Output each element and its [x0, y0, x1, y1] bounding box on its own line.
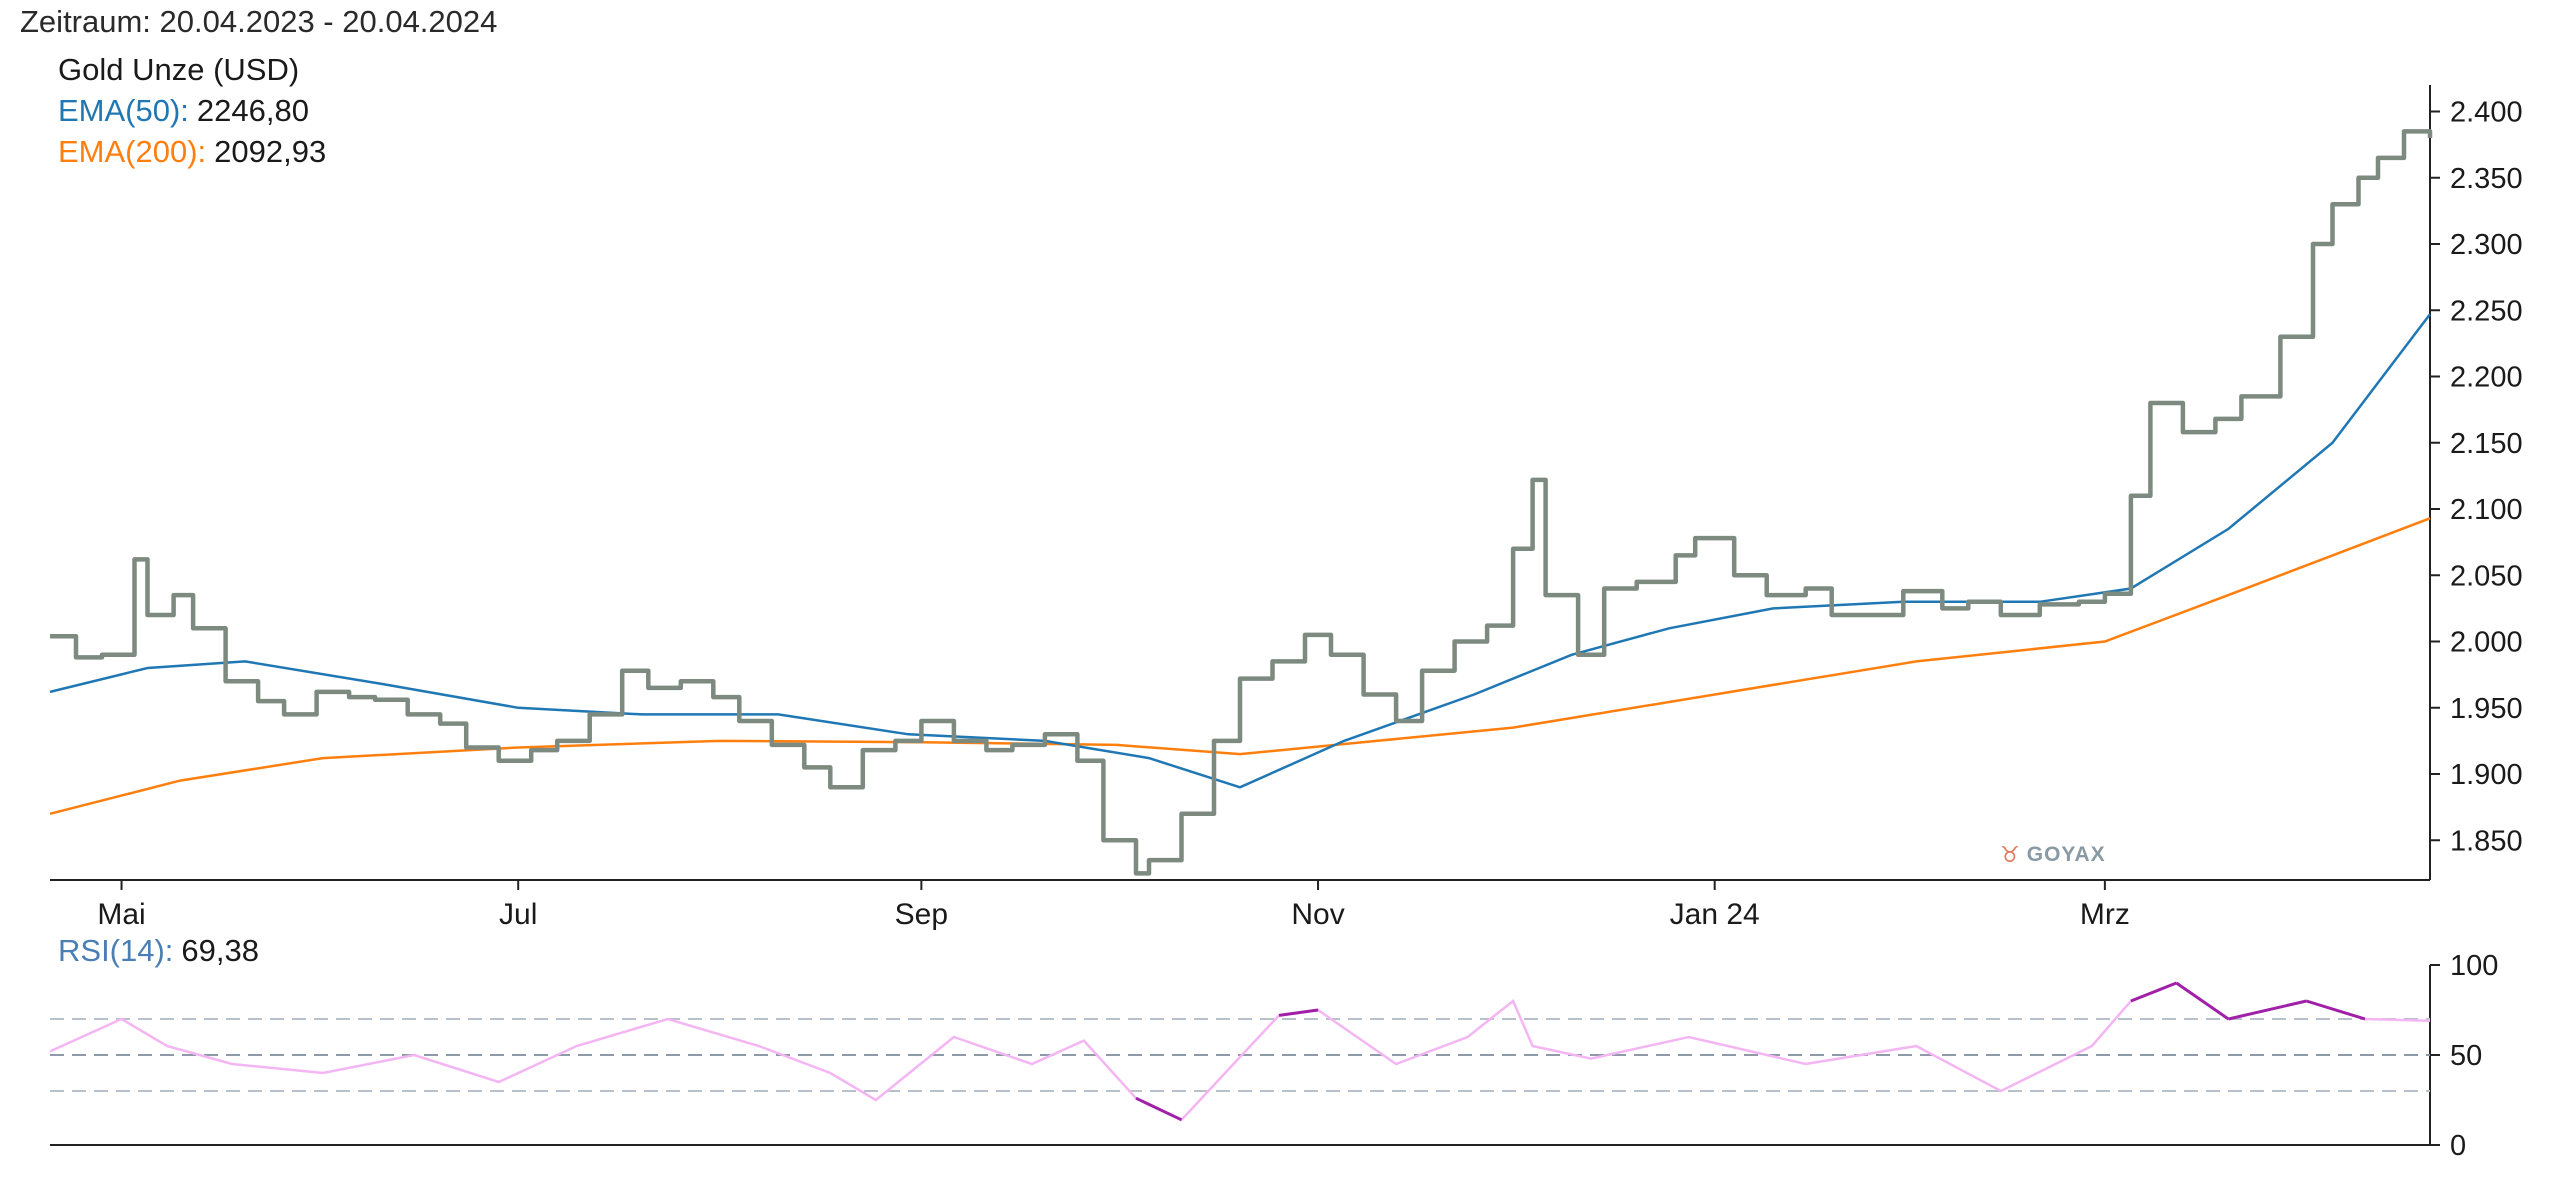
period-label: Zeitraum: 20.04.2023 - 20.04.2024	[20, 4, 498, 39]
legend-ema200: EMA(200): 2092,93	[58, 134, 326, 170]
ema200-series-line	[49, 517, 2431, 816]
x-tick-label: Mai	[97, 898, 145, 931]
ema50-label: EMA(50):	[58, 93, 189, 128]
y-tick-label: 1.850	[2450, 825, 2523, 857]
ema50-series-line	[49, 313, 2431, 789]
ema200-label: EMA(200):	[58, 134, 207, 169]
y-tick-label: 2.250	[2450, 295, 2523, 327]
ema50-value: 2246,80	[196, 93, 309, 128]
x-tick-label: Nov	[1291, 898, 1344, 931]
y-tick-label: 1.900	[2450, 759, 2523, 791]
x-tick-label: Mrz	[2080, 898, 2130, 931]
y-tick-label: 2.100	[2450, 494, 2523, 526]
rsi-extreme-segment	[1278, 1008, 1319, 1017]
rsi-extreme-segment	[1135, 1096, 1183, 1122]
x-tick-label: Jul	[499, 898, 537, 931]
legend-ema50: EMA(50): 2246,80	[58, 93, 309, 129]
y-tick-label: 2.300	[2450, 229, 2523, 261]
rsi-value: 69,38	[181, 933, 259, 968]
y-tick-label: 2.200	[2450, 362, 2523, 394]
y-tick-label: 2.400	[2450, 97, 2523, 129]
rsi-series-line	[49, 981, 2431, 1122]
rsi-label: RSI(14):	[58, 933, 174, 968]
y-tick-label: 1.950	[2450, 693, 2523, 725]
y-tick-label: 2.150	[2450, 428, 2523, 460]
instrument-label: Gold Unze (USD)	[58, 52, 300, 87]
y-tick-label: 2.050	[2450, 560, 2523, 592]
rsi-extreme-segment	[2306, 999, 2366, 1021]
legend-instrument: Gold Unze (USD)	[58, 52, 299, 88]
rsi-extreme-segment	[2130, 981, 2177, 1003]
y-tick-label: 2.000	[2450, 627, 2523, 659]
x-tick-label: Jan 24	[1670, 898, 1760, 931]
price-series-line	[50, 129, 2433, 876]
ema200-value: 2092,93	[214, 134, 327, 169]
y-tick-label: 2.350	[2450, 163, 2523, 195]
watermark-text: GOYAX	[2026, 843, 2106, 866]
legend-rsi: RSI(14): 69,38	[58, 933, 259, 969]
rsi-y-tick-label: 100	[2450, 950, 2498, 982]
goyax-logo: ♉ GOYAX	[2000, 842, 2106, 868]
rsi-extreme-segment	[2175, 981, 2230, 1021]
rsi-y-tick-label: 50	[2450, 1040, 2482, 1072]
x-tick-label: Sep	[895, 898, 948, 931]
bull-icon: ♉	[2000, 842, 2021, 867]
rsi-extreme-segment	[2228, 999, 2307, 1021]
rsi-y-tick-label: 0	[2450, 1130, 2466, 1162]
